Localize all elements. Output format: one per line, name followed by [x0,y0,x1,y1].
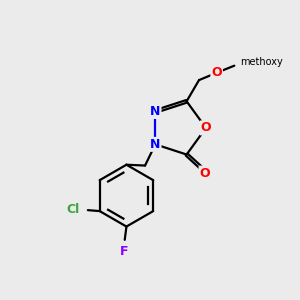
Text: O: O [201,122,211,134]
Text: O: O [211,66,222,79]
Text: O: O [200,167,210,180]
Text: methoxy: methoxy [240,56,283,67]
Text: Cl: Cl [67,203,80,216]
Text: N: N [150,138,161,151]
Text: F: F [120,245,128,258]
Text: N: N [150,105,161,118]
